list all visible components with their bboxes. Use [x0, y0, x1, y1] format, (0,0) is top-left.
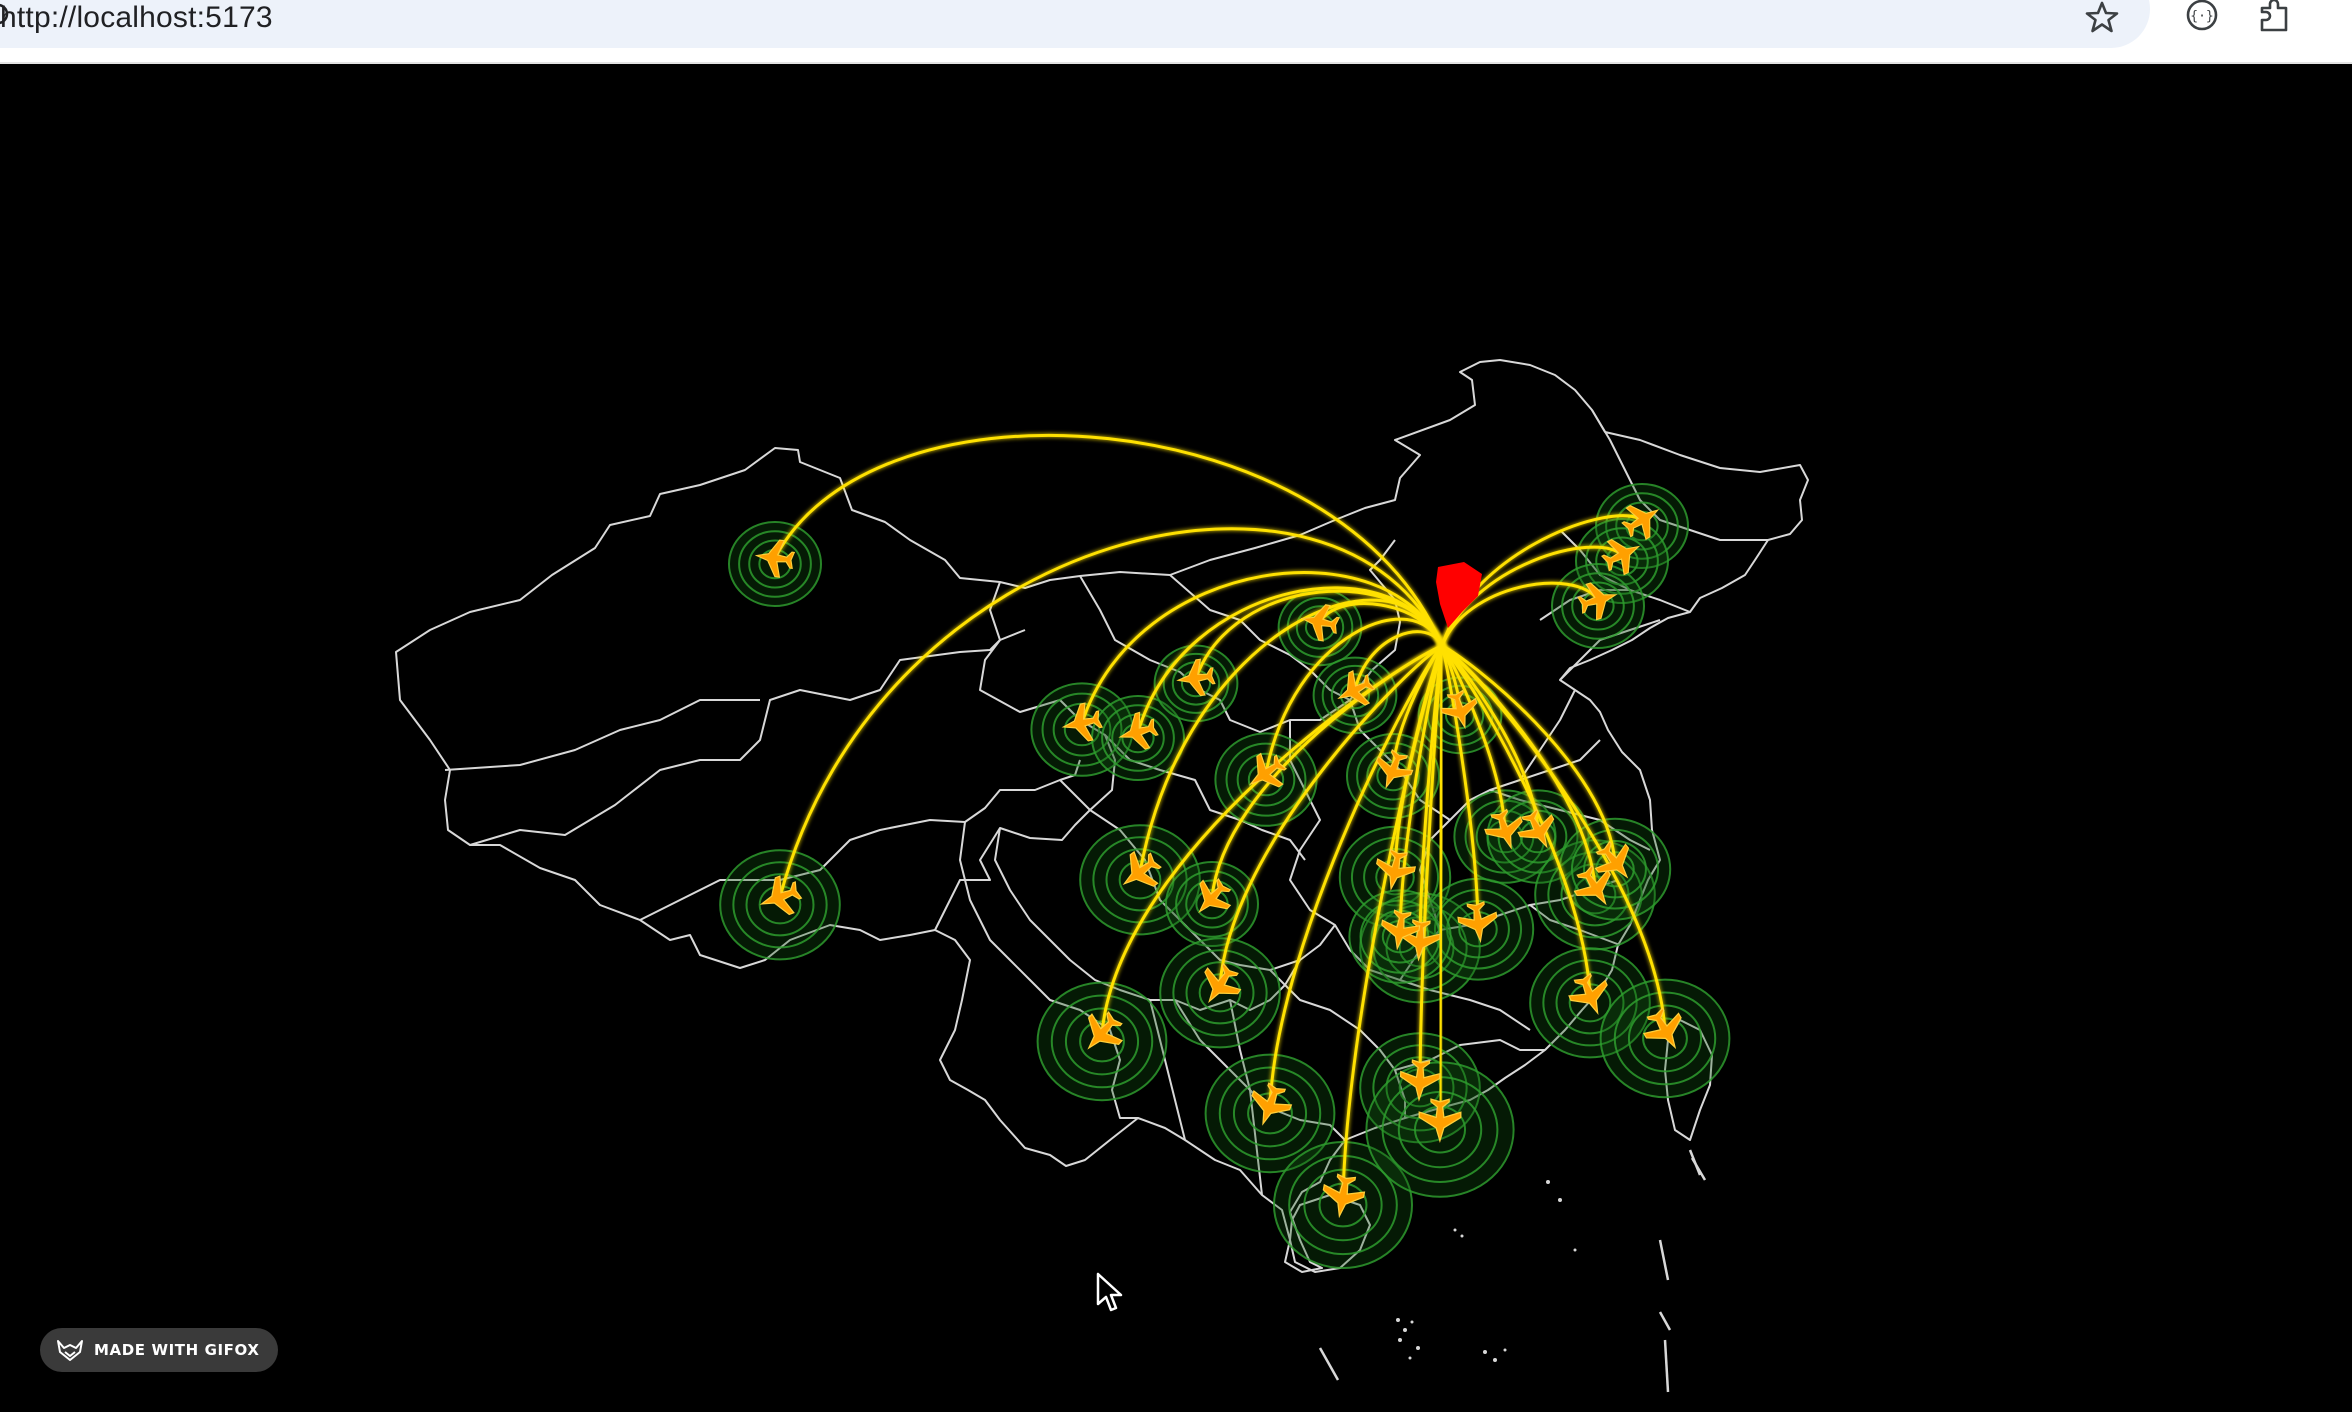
plane-icon[interactable] — [1564, 969, 1615, 1020]
url-text[interactable]: http://localhost:5173 — [0, 1, 273, 34]
devtools-icon[interactable]: {·} — [2182, 0, 2222, 34]
bookmark-star-icon[interactable] — [2082, 0, 2122, 34]
plane-icon[interactable] — [1617, 495, 1668, 546]
plane-icon[interactable] — [1597, 530, 1646, 579]
plane-icon[interactable] — [1369, 746, 1417, 794]
site-info-icon[interactable] — [0, 2, 16, 26]
flight-arc — [1218, 644, 1443, 986]
plane-icon[interactable] — [1176, 658, 1216, 698]
plane-icon[interactable] — [1372, 847, 1417, 892]
plane-icon[interactable] — [755, 872, 806, 923]
flight-arc — [1440, 581, 1600, 647]
plane-icon[interactable] — [1575, 577, 1621, 623]
plane-icon[interactable] — [1074, 1005, 1130, 1061]
plane-icon[interactable] — [1588, 835, 1642, 889]
browser-toolbar: http://localhost:5173 {·} — [0, 0, 2352, 64]
south-sea-islands — [1396, 1180, 1577, 1362]
flight-arc — [1353, 630, 1444, 691]
map-area[interactable] — [0, 64, 2352, 1412]
mouse-cursor-icon — [1096, 1272, 1123, 1312]
china-map[interactable] — [0, 64, 2352, 1412]
taiwan-outline — [1664, 1019, 1713, 1141]
fox-logo-icon — [57, 1340, 83, 1361]
plane-icon[interactable] — [1299, 601, 1341, 643]
plane-icon[interactable] — [1193, 958, 1247, 1012]
flight-arc — [1441, 644, 1617, 863]
flight-arc — [1440, 644, 1592, 996]
flight-arc — [1438, 645, 1444, 1121]
flight-arc — [1138, 598, 1444, 873]
nine-dash-line — [1318, 1149, 1707, 1393]
plane-icon[interactable] — [1379, 909, 1422, 952]
province-borders — [395, 359, 1809, 1273]
plane-icon[interactable] — [1418, 1098, 1462, 1144]
plane-icon[interactable] — [1240, 747, 1292, 799]
plane-icon[interactable] — [1319, 1172, 1366, 1219]
flight-arc — [1398, 645, 1444, 931]
plane-icon[interactable] — [1456, 900, 1499, 944]
plane-icon[interactable] — [1399, 1059, 1441, 1102]
flight-arc — [1441, 644, 1667, 1031]
flight-arc — [1418, 645, 1444, 941]
destination-planes — [754, 495, 1693, 1219]
plane-icon[interactable] — [1331, 666, 1379, 714]
flight-arc — [1440, 645, 1480, 923]
address-bar[interactable]: http://localhost:5173 — [0, 0, 2150, 48]
plane-icon[interactable] — [754, 537, 796, 578]
plane-icon[interactable] — [1113, 845, 1168, 900]
plane-icon[interactable] — [1186, 872, 1238, 924]
gifox-badge-label: MADE WITH GIFOX — [94, 1341, 260, 1359]
flight-arc — [1080, 571, 1444, 724]
plane-icon[interactable] — [1244, 1079, 1295, 1130]
flight-arc — [778, 527, 1444, 898]
plane-icon[interactable] — [1060, 701, 1105, 746]
origin-pin[interactable] — [1436, 562, 1482, 628]
extensions-icon[interactable] — [2254, 0, 2294, 34]
plane-icon[interactable] — [1513, 805, 1564, 856]
flight-arc — [1264, 617, 1444, 774]
plane-icon[interactable] — [1638, 1003, 1693, 1058]
plane-icon[interactable] — [1438, 688, 1482, 732]
gifox-badge[interactable]: MADE WITH GIFOX — [40, 1328, 278, 1372]
plane-icon[interactable] — [1115, 709, 1160, 754]
country-outline — [395, 359, 1809, 1273]
plane-icon[interactable] — [1481, 806, 1529, 854]
svg-text:{·}: {·} — [2190, 9, 2213, 24]
plane-icon[interactable] — [1568, 860, 1622, 914]
flight-arc — [773, 433, 1444, 647]
